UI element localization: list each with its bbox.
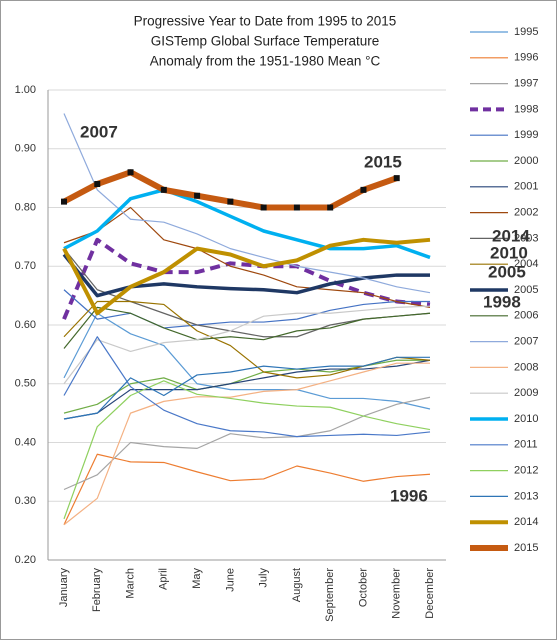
y-tick-label: 1.00 <box>15 84 36 96</box>
legend-label: 2005 <box>514 284 538 296</box>
series-line <box>63 188 431 260</box>
x-tick-label: April <box>158 568 170 590</box>
series-line <box>63 206 431 308</box>
x-tick-label: July <box>258 568 270 588</box>
y-tick-label: 0.40 <box>15 436 36 448</box>
series-line <box>63 306 431 349</box>
x-tick-label: May <box>191 568 203 589</box>
y-tick-label: 0.20 <box>15 554 36 566</box>
y-tick-label: 0.30 <box>15 495 36 507</box>
legend-label: 2002 <box>514 207 538 219</box>
point-marker <box>327 204 334 211</box>
y-tick-label: 0.70 <box>15 260 36 272</box>
series-line <box>63 380 431 520</box>
legend-label: 2008 <box>514 361 538 373</box>
legend-label: 2003 <box>514 232 538 244</box>
legend-label: 2014 <box>514 516 538 528</box>
point-marker <box>194 192 201 199</box>
series-line <box>63 396 431 491</box>
legend-label: 2012 <box>514 465 538 477</box>
legend-label: 1996 <box>514 52 538 64</box>
legend-label: 2006 <box>514 310 538 322</box>
series-line <box>63 336 431 438</box>
x-tick-label: November <box>391 568 403 619</box>
x-tick-label: February <box>91 568 103 613</box>
series-line <box>63 289 430 329</box>
legend-label: 2013 <box>514 490 538 502</box>
point-marker <box>127 169 134 176</box>
series-line <box>63 453 431 526</box>
legend-label: 2001 <box>514 181 538 193</box>
annotation: 2010 <box>490 243 528 262</box>
legend-label: 1995 <box>514 26 538 38</box>
annotation: 2015 <box>364 152 402 171</box>
legend-label: 2004 <box>514 258 538 270</box>
legend-label: 2007 <box>514 336 538 348</box>
series-line <box>63 362 430 526</box>
point-marker <box>160 186 167 193</box>
chart-title: Anomaly from the 1951-1980 Mean °C <box>150 54 381 69</box>
legend-label: 1998 <box>514 103 538 115</box>
series-line <box>63 359 431 420</box>
y-tick-label: 0.50 <box>15 378 36 390</box>
series-line <box>63 113 431 294</box>
y-tick-label: 0.90 <box>15 143 36 155</box>
annotation: 1998 <box>483 292 521 311</box>
x-tick-label: September <box>324 568 336 622</box>
annotation: 2014 <box>492 226 530 245</box>
point-marker <box>61 198 67 205</box>
legend-label: 2009 <box>514 387 538 399</box>
point-marker <box>227 198 234 205</box>
point-marker <box>293 204 300 211</box>
annotation: 2005 <box>488 262 526 281</box>
y-tick-label: 0.80 <box>15 201 36 213</box>
series-line <box>62 237 431 316</box>
x-tick-label: October <box>357 568 369 607</box>
point-marker <box>360 186 367 193</box>
chart-title: Progressive Year to Date from 1995 to 20… <box>134 14 397 29</box>
point-marker <box>94 181 101 187</box>
x-tick-label: March <box>124 568 136 599</box>
legend-label: 1997 <box>514 78 538 90</box>
series-line <box>63 305 431 385</box>
point-marker <box>260 204 267 211</box>
x-tick-label: January <box>58 568 70 608</box>
annotation: 2007 <box>80 122 118 141</box>
x-tick-label: June <box>224 568 236 592</box>
annotation: 1996 <box>390 486 428 505</box>
chart-title: GISTemp Global Surface Temperature <box>151 34 380 49</box>
legend-label: 1999 <box>514 129 538 141</box>
x-tick-label: December <box>424 568 436 619</box>
legend-label: 2015 <box>514 542 538 554</box>
y-tick-label: 0.60 <box>15 319 36 331</box>
legend-label: 2010 <box>514 413 538 425</box>
point-marker <box>393 175 400 182</box>
legend-label: 2000 <box>514 155 538 167</box>
legend-label: 2011 <box>514 439 538 451</box>
series-line <box>63 312 431 410</box>
series-line <box>63 356 430 420</box>
series-line <box>62 253 430 298</box>
x-tick-label: August <box>291 568 303 602</box>
